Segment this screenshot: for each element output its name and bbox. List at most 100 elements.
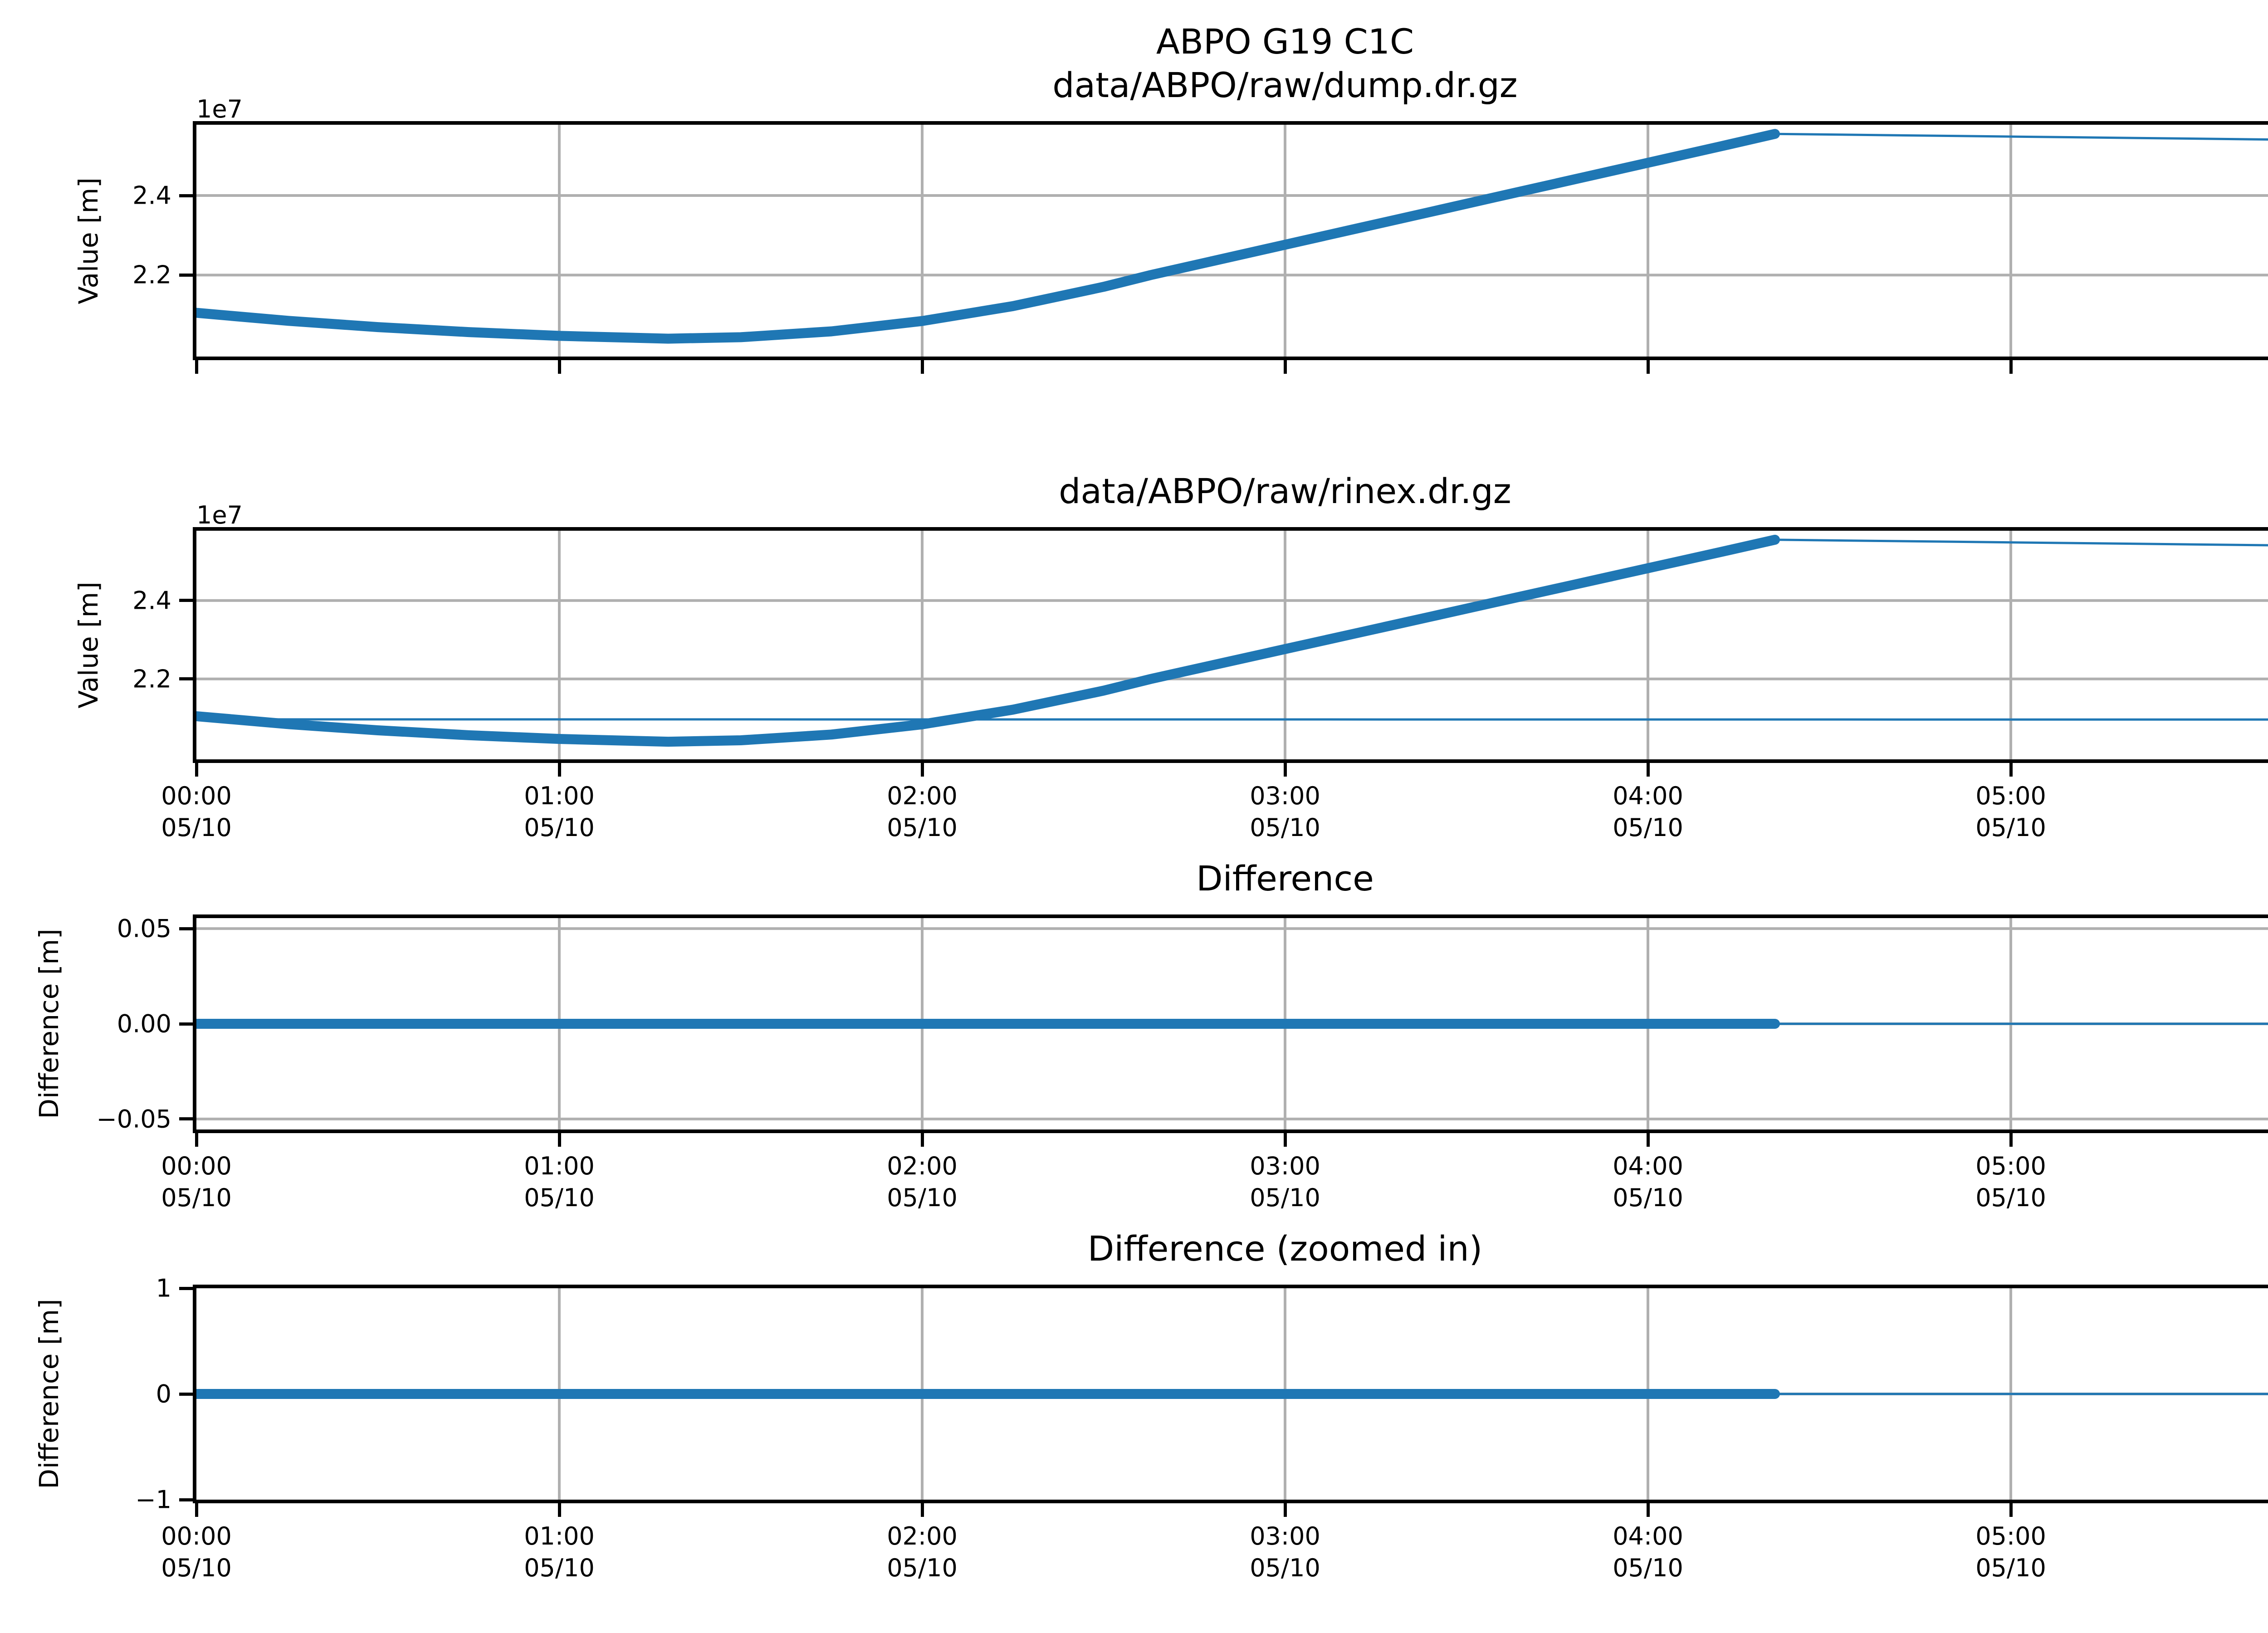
x-tick-date: 05/10 (1613, 1554, 1683, 1582)
x-tick-date: 05/10 (887, 813, 958, 842)
y-tick-label: 2.2 (132, 665, 171, 694)
x-tick-time: 04:00 (1613, 1152, 1683, 1180)
x-tick-time: 04:00 (1613, 1522, 1683, 1550)
y-axis-label-difference: Difference [m] (34, 929, 64, 1119)
x-tick (195, 763, 198, 777)
y-tick (179, 599, 193, 602)
x-tick-time: 03:00 (1250, 1522, 1320, 1550)
plot-area-difference (193, 914, 2268, 1133)
y-tick-label: 0 (156, 1379, 171, 1408)
y-tick-label: −0.05 (96, 1105, 171, 1134)
x-tick-date: 05/10 (1613, 1183, 1683, 1212)
x-tick (2009, 1503, 2013, 1517)
x-tick (195, 1503, 198, 1517)
x-tick (557, 763, 561, 777)
plot-area-rinex (193, 527, 2268, 763)
y-tick (179, 927, 193, 930)
x-tick-time: 03:00 (1250, 1152, 1320, 1180)
plot-title-line: ABPO G19 C1C (1156, 21, 1414, 62)
plot-canvas-dump (196, 125, 2268, 357)
x-tick-label: 03:00 05/10 (1250, 780, 1320, 844)
y-tick-label: 0.05 (117, 914, 171, 943)
x-tick-date: 05/10 (161, 813, 232, 842)
x-tick (1283, 1133, 1287, 1147)
x-tick-time: 00:00 (161, 1152, 232, 1180)
x-tick-label: 00:00 05/10 (161, 780, 232, 844)
y-tick (179, 194, 193, 197)
x-tick-label: 04:00 05/10 (1613, 780, 1683, 844)
x-tick-date: 05/10 (524, 1183, 595, 1212)
x-tick (920, 360, 924, 374)
x-tick-time: 02:00 (887, 1152, 958, 1180)
y-tick-label: −1 (135, 1485, 171, 1514)
x-tick (1646, 360, 1650, 374)
series-value-tail (1774, 538, 2268, 547)
x-tick-label: 01:00 05/10 (524, 1150, 595, 1214)
x-tick (920, 763, 924, 777)
x-tick-date: 05/10 (887, 1554, 958, 1582)
x-tick-time: 05:00 (1975, 1152, 2046, 1180)
y-tick-label: 1 (156, 1274, 171, 1303)
x-tick-date: 05/10 (1250, 813, 1320, 842)
x-tick-date: 05/10 (161, 1183, 232, 1212)
x-tick-label: 05:00 05/10 (1975, 780, 2046, 844)
x-tick-date: 05/10 (1975, 1183, 2046, 1212)
series-value-main (196, 129, 1780, 344)
x-tick (1283, 763, 1287, 777)
x-tick-label: 01:00 05/10 (524, 1521, 595, 1584)
x-tick-label: 03:00 05/10 (1250, 1521, 1320, 1584)
plot-canvas-difference (196, 918, 2268, 1129)
x-tick (1646, 1133, 1650, 1147)
x-tick-time: 00:00 (161, 782, 232, 810)
x-tick-date: 05/10 (524, 1554, 595, 1582)
plot-title-line: Difference (1196, 858, 1374, 899)
axis-offset-text-dump: 1e7 (196, 95, 243, 123)
y-tick-label: 2.4 (132, 586, 171, 615)
x-tick-label: 02:00 05/10 (887, 1521, 958, 1584)
y-axis-label-rinex: Value [m] (73, 582, 104, 709)
plot-title-difference: Difference (196, 857, 2268, 900)
x-tick-label: 00:00 05/10 (161, 1150, 232, 1214)
x-tick (1283, 360, 1287, 374)
plot-canvas-rinex (196, 531, 2268, 759)
y-tick (179, 273, 193, 277)
x-tick (195, 360, 198, 374)
y-tick-label: 2.2 (132, 260, 171, 289)
axis-offset-text-rinex: 1e7 (196, 501, 243, 529)
x-tick-label: 01:00 05/10 (524, 780, 595, 844)
x-tick (557, 360, 561, 374)
x-tick (1283, 1503, 1287, 1517)
x-tick-time: 01:00 (524, 782, 595, 810)
x-tick-time: 03:00 (1250, 782, 1320, 810)
x-tick-time: 00:00 (161, 1522, 232, 1550)
y-tick-label: 0.00 (117, 1009, 171, 1038)
x-tick (1646, 763, 1650, 777)
series-value-flat-segment (196, 718, 2268, 721)
x-tick (195, 1133, 198, 1147)
series-value-tail (1774, 132, 2268, 141)
plot-title-line: Difference (zoomed in) (1087, 1228, 1483, 1269)
x-tick-date: 05/10 (887, 1183, 958, 1212)
x-tick-date: 05/10 (1975, 1554, 2046, 1582)
x-tick-date: 05/10 (1250, 1554, 1320, 1582)
x-tick (2009, 360, 2013, 374)
x-tick-time: 05:00 (1975, 1522, 2046, 1550)
x-tick-label: 03:00 05/10 (1250, 1150, 1320, 1214)
y-axis-label-dump: Value [m] (73, 177, 104, 304)
x-tick (920, 1133, 924, 1147)
y-tick (179, 1392, 193, 1396)
plot-area-difference-zoomed (193, 1285, 2268, 1503)
y-tick (179, 1286, 193, 1290)
plot-title-line: data/ABPO/raw/dump.dr.gz (1052, 65, 1518, 105)
x-tick-time: 04:00 (1613, 782, 1683, 810)
x-tick-date: 05/10 (524, 813, 595, 842)
y-tick (179, 1022, 193, 1026)
plot-area-dump (193, 121, 2268, 360)
series-value-main (196, 534, 1780, 747)
plot-title-difference-zoomed: Difference (zoomed in) (196, 1227, 2268, 1271)
x-tick (2009, 1133, 2013, 1147)
y-tick (179, 1117, 193, 1121)
x-tick-label: 04:00 05/10 (1613, 1521, 1683, 1584)
x-tick-date: 05/10 (161, 1554, 232, 1582)
x-tick-time: 01:00 (524, 1522, 595, 1550)
